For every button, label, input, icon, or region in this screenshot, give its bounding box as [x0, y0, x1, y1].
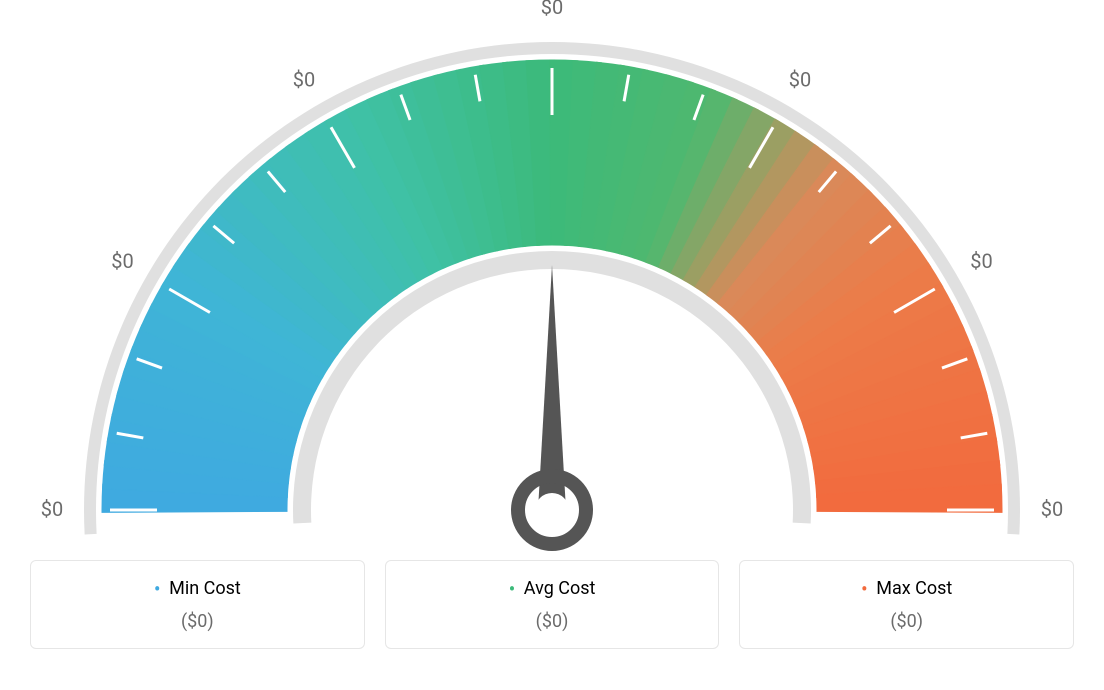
legend-value-avg: ($0)	[396, 611, 709, 632]
dot-icon: •	[154, 577, 161, 601]
svg-text:$0: $0	[789, 67, 811, 91]
svg-text:$0: $0	[293, 67, 315, 91]
svg-text:$0: $0	[541, 0, 563, 19]
gauge-svg: $0 $0 $0 $0 $0 $0 $0	[0, 0, 1104, 560]
legend-card-min: • Min Cost ($0)	[30, 560, 365, 649]
legend-value-max: ($0)	[750, 611, 1063, 632]
svg-text:$0: $0	[970, 249, 992, 273]
dot-icon: •	[509, 577, 516, 601]
legend-label: Avg Cost	[524, 578, 596, 599]
legend-row: • Min Cost ($0) • Avg Cost ($0) • Max Co…	[0, 560, 1104, 649]
svg-text:$0: $0	[1041, 497, 1063, 521]
svg-text:$0: $0	[41, 497, 63, 521]
cost-gauge-chart: $0 $0 $0 $0 $0 $0 $0 • Min Cost ($0) • Avg Cos…	[0, 0, 1104, 690]
legend-label: Max Cost	[876, 578, 952, 599]
legend-card-avg: • Avg Cost ($0)	[385, 560, 720, 649]
legend-label: Min Cost	[169, 578, 241, 599]
legend-title-avg: • Avg Cost	[396, 577, 709, 601]
svg-text:$0: $0	[111, 249, 133, 273]
dot-icon: •	[861, 577, 868, 601]
legend-title-min: • Min Cost	[41, 577, 354, 601]
legend-value-min: ($0)	[41, 611, 354, 632]
gauge-area: $0 $0 $0 $0 $0 $0 $0	[0, 0, 1104, 560]
legend-title-max: • Max Cost	[750, 577, 1063, 601]
legend-card-max: • Max Cost ($0)	[739, 560, 1074, 649]
